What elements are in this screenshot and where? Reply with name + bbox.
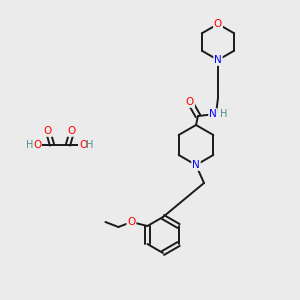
- Text: O: O: [33, 140, 41, 150]
- Text: N: N: [192, 160, 200, 170]
- Text: H: H: [220, 109, 227, 119]
- Text: O: O: [214, 19, 222, 29]
- Text: H: H: [26, 140, 34, 150]
- Text: O: O: [127, 217, 136, 227]
- Text: H: H: [86, 140, 94, 150]
- Text: O: O: [79, 140, 87, 150]
- Text: N: N: [214, 55, 222, 65]
- Text: O: O: [186, 97, 194, 107]
- Text: N: N: [209, 109, 217, 119]
- Text: O: O: [68, 126, 76, 136]
- Text: O: O: [44, 126, 52, 136]
